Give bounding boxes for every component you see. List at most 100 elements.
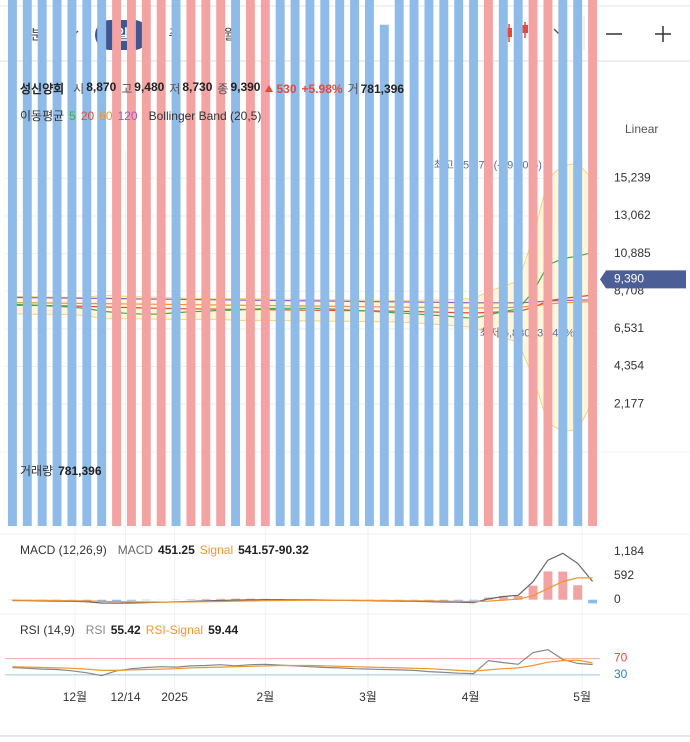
legend-entry: 20 [80,108,95,123]
y-tick-label: 592 [614,568,634,582]
indicator-line [12,648,593,677]
legend-name: MACD [117,543,154,557]
volume-bar [37,0,47,526]
volume-bar [52,0,62,526]
y-tick-label: 70 [614,651,628,665]
volume-bar [394,0,404,526]
volume-bar [275,0,285,526]
histogram-bar [97,599,107,602]
legend-name: RSI [85,623,106,637]
histogram-bar [424,599,434,601]
indicator-line [12,659,593,672]
y-tick-label: 6,531 [614,321,644,335]
histogram-bar [141,599,151,601]
volume-bar [424,0,434,526]
histogram-bar [498,596,508,600]
quote-field-label: 시 [73,82,85,96]
volume-bar [216,0,226,526]
x-tick-label: 12/14 [110,690,140,704]
stock-name: 성신양회 [20,82,65,96]
panel-header: RSI (14,9) RSI 55.42 RSI-Signal 59.44 [20,623,238,637]
volume-bar [573,0,583,526]
indicator-line [12,552,594,604]
volume-bar [22,0,32,527]
volume-bar [320,0,330,526]
volume-bar [112,0,122,526]
quote-field: 저 8,730 [169,80,212,97]
volume-bar [67,0,77,526]
volume-bar [156,0,166,527]
volume-bar [439,0,449,526]
volume-bar [543,0,553,526]
legend-entry: 60 [99,108,113,123]
y-tick-label: 30 [614,667,628,681]
histogram-bar [231,598,241,600]
volume-bar [97,0,107,526]
legend-band: Bollinger Band (20,5) [148,108,262,123]
legend-name: Signal [199,543,234,557]
quote-field: 시 8,870 [73,80,116,97]
y-tick-label: 4,354 [614,359,644,373]
volume-bar [558,0,568,527]
y-tick-label: 0 [614,592,621,606]
legend-entry: 120 [117,108,138,123]
volume-bar [335,0,345,526]
change-pct: +5.98% [301,81,343,96]
volume-bar [498,0,508,526]
volume-bar [483,0,493,526]
volume-bar [469,0,479,526]
volume-bar [379,24,389,526]
quote-field: 고 9,480 [121,80,164,97]
quote-field-value: 8,730 [182,80,213,94]
volume-bar [350,0,360,526]
x-tick-label: 2월 [256,690,274,704]
histogram-bar [528,585,538,600]
volume-bar [513,0,523,526]
scale-mode[interactable]: Linear [625,122,658,136]
moving-average [12,294,593,314]
volume-label: 거 [347,82,359,96]
histogram-bar [573,585,583,600]
histogram-bar [394,599,404,601]
y-tick-label: 10,885 [614,246,651,260]
quote-field-label: 고 [121,82,133,96]
band-lower [12,313,594,432]
x-tick-label: 3월 [359,690,377,704]
moving-average [12,251,593,319]
volume-bar [141,0,151,526]
volume-bar [186,0,196,526]
last-price-tag [600,270,686,289]
histogram-bar [82,599,92,601]
panel-title: MACD (12,26,9) [20,543,107,557]
legend-value: 55.42 [110,623,141,637]
volume-bar [126,0,136,527]
quote-field: 종 9,390 [217,80,260,97]
panel-title: RSI (14,9) [20,623,75,637]
zoom-in-button[interactable] [655,26,671,42]
histogram-bar [558,571,568,600]
legend-title: 이동평균 [20,109,65,123]
y-tick-label: 13,062 [614,208,651,222]
volume-bar [7,0,17,526]
histogram-bar [186,599,196,600]
histogram-bar [513,595,523,600]
legend-value: -90.32 [274,543,309,557]
legend-value: 541.57 [238,543,275,557]
indicator-line [12,577,593,603]
volume-bar [528,0,538,526]
volume-bar [409,0,419,526]
histogram-bar [112,599,122,602]
panel-header: 거래량 781,396 [20,462,102,479]
histogram-bar [245,598,255,600]
moving-average [12,296,593,304]
quote-field-value: 9,480 [134,80,165,94]
legend-value: 59.44 [208,623,239,637]
histogram-bar [454,599,464,601]
change: 530 [276,81,297,96]
histogram-bar [126,599,136,601]
histogram-bar [439,599,449,601]
quote-field-value: 9,390 [230,80,261,94]
histogram-bar [201,599,211,600]
